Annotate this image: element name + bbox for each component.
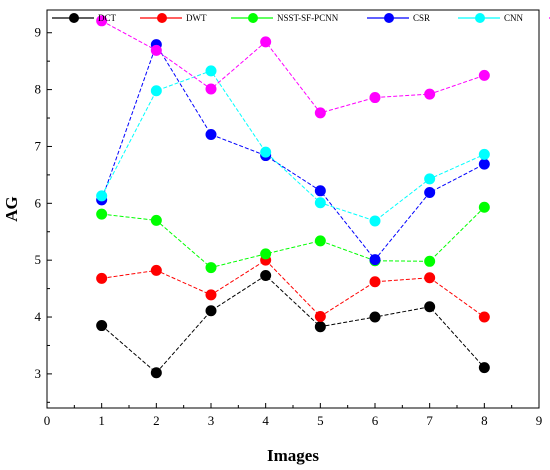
- series-line: [101, 274, 485, 374]
- data-point: [314, 185, 326, 197]
- legend-label: CNN: [504, 13, 524, 23]
- x-tick-label-3: 3: [208, 413, 215, 428]
- data-point: [478, 362, 490, 374]
- data-point: [478, 158, 490, 170]
- y-tick-label-5: 5: [35, 252, 42, 267]
- data-point: [96, 15, 108, 27]
- data-point: [96, 208, 108, 220]
- data-point: [96, 272, 108, 284]
- legend-label: DWT: [186, 13, 207, 23]
- x-axis-title: Images: [267, 446, 319, 465]
- data-point: [478, 69, 490, 81]
- legend-item: DCT: [52, 13, 117, 23]
- data-point: [424, 88, 436, 100]
- y-tick-label-8: 8: [35, 82, 42, 97]
- data-point: [478, 311, 490, 323]
- data-point: [314, 107, 326, 119]
- y-tick-label-9: 9: [35, 25, 42, 40]
- data-point: [150, 85, 162, 97]
- data-point: [260, 270, 272, 282]
- series-line: [101, 206, 485, 269]
- legend-label: CSR: [413, 13, 430, 23]
- y-tick-label-3: 3: [35, 366, 42, 381]
- data-point: [205, 65, 217, 77]
- data-point: [314, 197, 326, 209]
- data-point: [424, 272, 436, 284]
- series-dct: [96, 270, 490, 379]
- data-point: [205, 289, 217, 301]
- data-point: [150, 214, 162, 226]
- data-point: [314, 310, 326, 322]
- legend-item: CNN: [458, 13, 524, 23]
- data-point: [369, 311, 381, 323]
- legend-label: DCT: [98, 13, 117, 23]
- data-point: [369, 254, 381, 266]
- data-point: [205, 83, 217, 95]
- legend-item: NSST-SF-PCNN: [231, 13, 339, 23]
- data-point: [424, 187, 436, 199]
- x-tick-label-2: 2: [153, 413, 160, 428]
- data-point: [424, 301, 436, 313]
- legend-item: DWT: [140, 13, 207, 23]
- series-proposed: [96, 15, 490, 119]
- legend-marker: [69, 13, 79, 23]
- legend-marker: [384, 13, 394, 23]
- series-dwt: [96, 254, 490, 323]
- data-point: [314, 321, 326, 333]
- data-point: [150, 264, 162, 276]
- x-tick-label-6: 6: [372, 413, 379, 428]
- data-point: [260, 36, 272, 48]
- data-point: [314, 235, 326, 247]
- data-point: [424, 173, 436, 185]
- data-point: [369, 92, 381, 104]
- data-point: [424, 255, 436, 267]
- data-point: [205, 305, 217, 317]
- data-point: [478, 201, 490, 213]
- data-point: [96, 320, 108, 332]
- x-tick-label-7: 7: [426, 413, 433, 428]
- data-point: [96, 190, 108, 202]
- data-point: [150, 44, 162, 56]
- series-line: [101, 20, 485, 114]
- series-line: [101, 43, 485, 261]
- legend-item: CSR: [367, 13, 430, 23]
- y-tick-label-6: 6: [35, 195, 42, 210]
- data-point: [369, 276, 381, 288]
- y-axis: 3 4 5 6 7 8 9: [35, 25, 52, 403]
- data-point: [369, 215, 381, 227]
- x-tick-label-1: 1: [98, 413, 105, 428]
- data-point: [150, 367, 162, 379]
- x-tick-label-0: 0: [44, 413, 51, 428]
- data-point: [260, 248, 272, 260]
- legend-marker: [157, 13, 167, 23]
- legend-label: NSST-SF-PCNN: [277, 13, 339, 23]
- x-axis: 0 1 2 3 4 5 6 7 8 9: [44, 403, 543, 428]
- data-point: [205, 129, 217, 141]
- series-line: [101, 259, 485, 318]
- y-tick-label-7: 7: [35, 138, 42, 153]
- data-point: [205, 262, 217, 274]
- x-tick-label-8: 8: [481, 413, 488, 428]
- data-point: [478, 148, 490, 160]
- y-axis-title: AG: [2, 196, 21, 222]
- series-cnn: [96, 65, 490, 227]
- data-point: [260, 146, 272, 158]
- y-tick-label-4: 4: [35, 309, 42, 324]
- series-line: [101, 70, 485, 222]
- x-tick-label-5: 5: [317, 413, 324, 428]
- x-tick-label-9: 9: [536, 413, 543, 428]
- legend-marker: [475, 13, 485, 23]
- legend-marker: [248, 13, 258, 23]
- series-layer: [96, 15, 490, 379]
- plot-area: [46, 9, 540, 409]
- x-tick-label-4: 4: [262, 413, 269, 428]
